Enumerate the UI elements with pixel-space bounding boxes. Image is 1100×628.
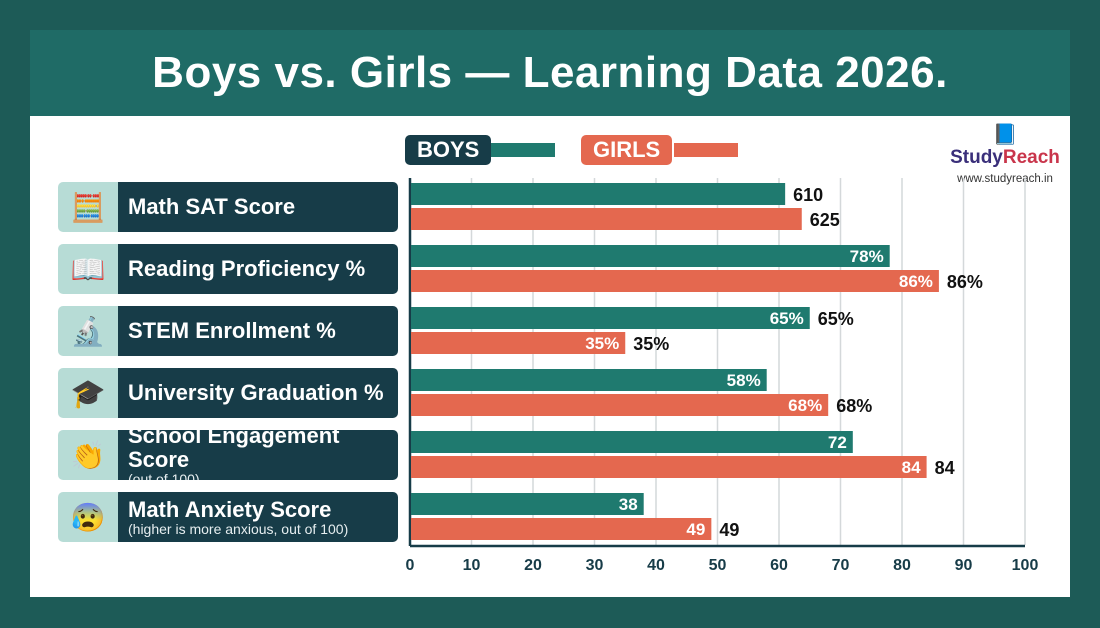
bar-value-label: 65% bbox=[818, 309, 854, 329]
x-tick-label: 10 bbox=[463, 557, 481, 574]
boys-bar bbox=[411, 307, 810, 329]
bar-value-label: 35% bbox=[633, 334, 669, 354]
boys-bar bbox=[411, 245, 890, 267]
bar-inside-label: 35% bbox=[585, 334, 619, 353]
chart-title: Boys vs. Girls — Learning Data 2026. bbox=[152, 48, 948, 97]
bar-value-label: 68% bbox=[836, 396, 872, 416]
category-title: Math Anxiety Score bbox=[128, 496, 332, 522]
bar-value-label: 49 bbox=[719, 520, 739, 540]
category-label: 👏 School Engagement Score (out of 100) bbox=[58, 430, 398, 480]
bar-inside-label: 65% bbox=[770, 309, 804, 328]
category-title: STEM Enrollment % bbox=[128, 318, 336, 343]
calculator-icon: 🧮 bbox=[58, 182, 118, 232]
bar-value-label: 625 bbox=[810, 210, 840, 230]
girls-bar bbox=[411, 456, 927, 478]
category-title: University Graduation % bbox=[128, 380, 384, 405]
logo-url: www.studyreach.in bbox=[957, 173, 1053, 185]
x-tick-label: 30 bbox=[586, 557, 604, 574]
legend-boys-label: BOYS bbox=[405, 135, 492, 165]
girls-bar bbox=[411, 208, 802, 230]
x-tick-label: 100 bbox=[1012, 557, 1039, 574]
boys-bar bbox=[411, 369, 767, 391]
boys-bar bbox=[411, 493, 644, 515]
category-label: 📖 Reading Proficiency % bbox=[58, 244, 398, 294]
studyreach-logo: 📘 StudyReach www.studyreach.in bbox=[945, 122, 1065, 185]
logo-name-a: Study bbox=[950, 147, 1003, 168]
x-tick-label: 50 bbox=[709, 557, 727, 574]
x-tick-label: 0 bbox=[406, 557, 415, 574]
category-label: 😰 Math Anxiety Score (higher is more anxio… bbox=[58, 492, 398, 542]
bar-inside-label: 38 bbox=[619, 495, 638, 514]
bar-inside-label: 58% bbox=[727, 371, 761, 390]
x-tick-label: 70 bbox=[832, 557, 850, 574]
boys-bar bbox=[411, 183, 786, 205]
open-book-icon: 📖 bbox=[58, 244, 118, 294]
legend-boys-swatch bbox=[491, 143, 555, 157]
category-subtitle: (out of 100) bbox=[128, 470, 200, 480]
bar-value-label: 84 bbox=[935, 458, 955, 478]
bar-inside-label: 68% bbox=[788, 396, 822, 415]
clapping-hands-icon: 👏 bbox=[58, 430, 118, 480]
girls-bar bbox=[411, 394, 829, 416]
bar-inside-label: 84 bbox=[902, 458, 921, 477]
category-label: 🎓 University Graduation % bbox=[58, 368, 398, 418]
reader-icon: 📘 bbox=[992, 124, 1018, 146]
logo-name-b: Reach bbox=[1002, 147, 1060, 168]
category-subtitle: (higher is more anxious, out of 100) bbox=[128, 520, 349, 537]
bar-inside-label: 49 bbox=[686, 520, 705, 539]
category-title: Math SAT Score bbox=[128, 194, 296, 219]
girls-bar bbox=[411, 518, 712, 540]
bar-inside-label: 86% bbox=[899, 272, 933, 291]
bar-inside-label: 72 bbox=[828, 433, 847, 452]
graduation-cap-icon: 🎓 bbox=[58, 368, 118, 418]
girls-bar bbox=[411, 270, 939, 292]
x-tick-label: 90 bbox=[955, 557, 973, 574]
bar-value-label: 86% bbox=[947, 272, 983, 292]
title-banner: Boys vs. Girls — Learning Data 2026. bbox=[30, 30, 1070, 116]
category-title: School Engagement Score bbox=[128, 430, 340, 472]
microscope-icon: 🔬 bbox=[58, 306, 118, 356]
bar-inside-label: 78% bbox=[850, 247, 884, 266]
x-tick-label: 40 bbox=[647, 557, 665, 574]
x-tick-label: 20 bbox=[524, 557, 542, 574]
boys-bar bbox=[411, 431, 853, 453]
bar-value-label: 610 bbox=[793, 185, 823, 205]
category-title: Reading Proficiency % bbox=[128, 256, 366, 281]
category-label: 🧮 Math SAT Score bbox=[58, 182, 398, 232]
x-tick-label: 80 bbox=[893, 557, 911, 574]
x-tick-label: 60 bbox=[770, 557, 788, 574]
anxious-face-icon: 😰 bbox=[58, 492, 118, 542]
category-label: 🔬 STEM Enrollment % bbox=[58, 306, 398, 356]
girls-bar bbox=[411, 332, 626, 354]
legend-girls-swatch bbox=[674, 143, 738, 157]
legend-girls-label: GIRLS bbox=[581, 135, 673, 165]
